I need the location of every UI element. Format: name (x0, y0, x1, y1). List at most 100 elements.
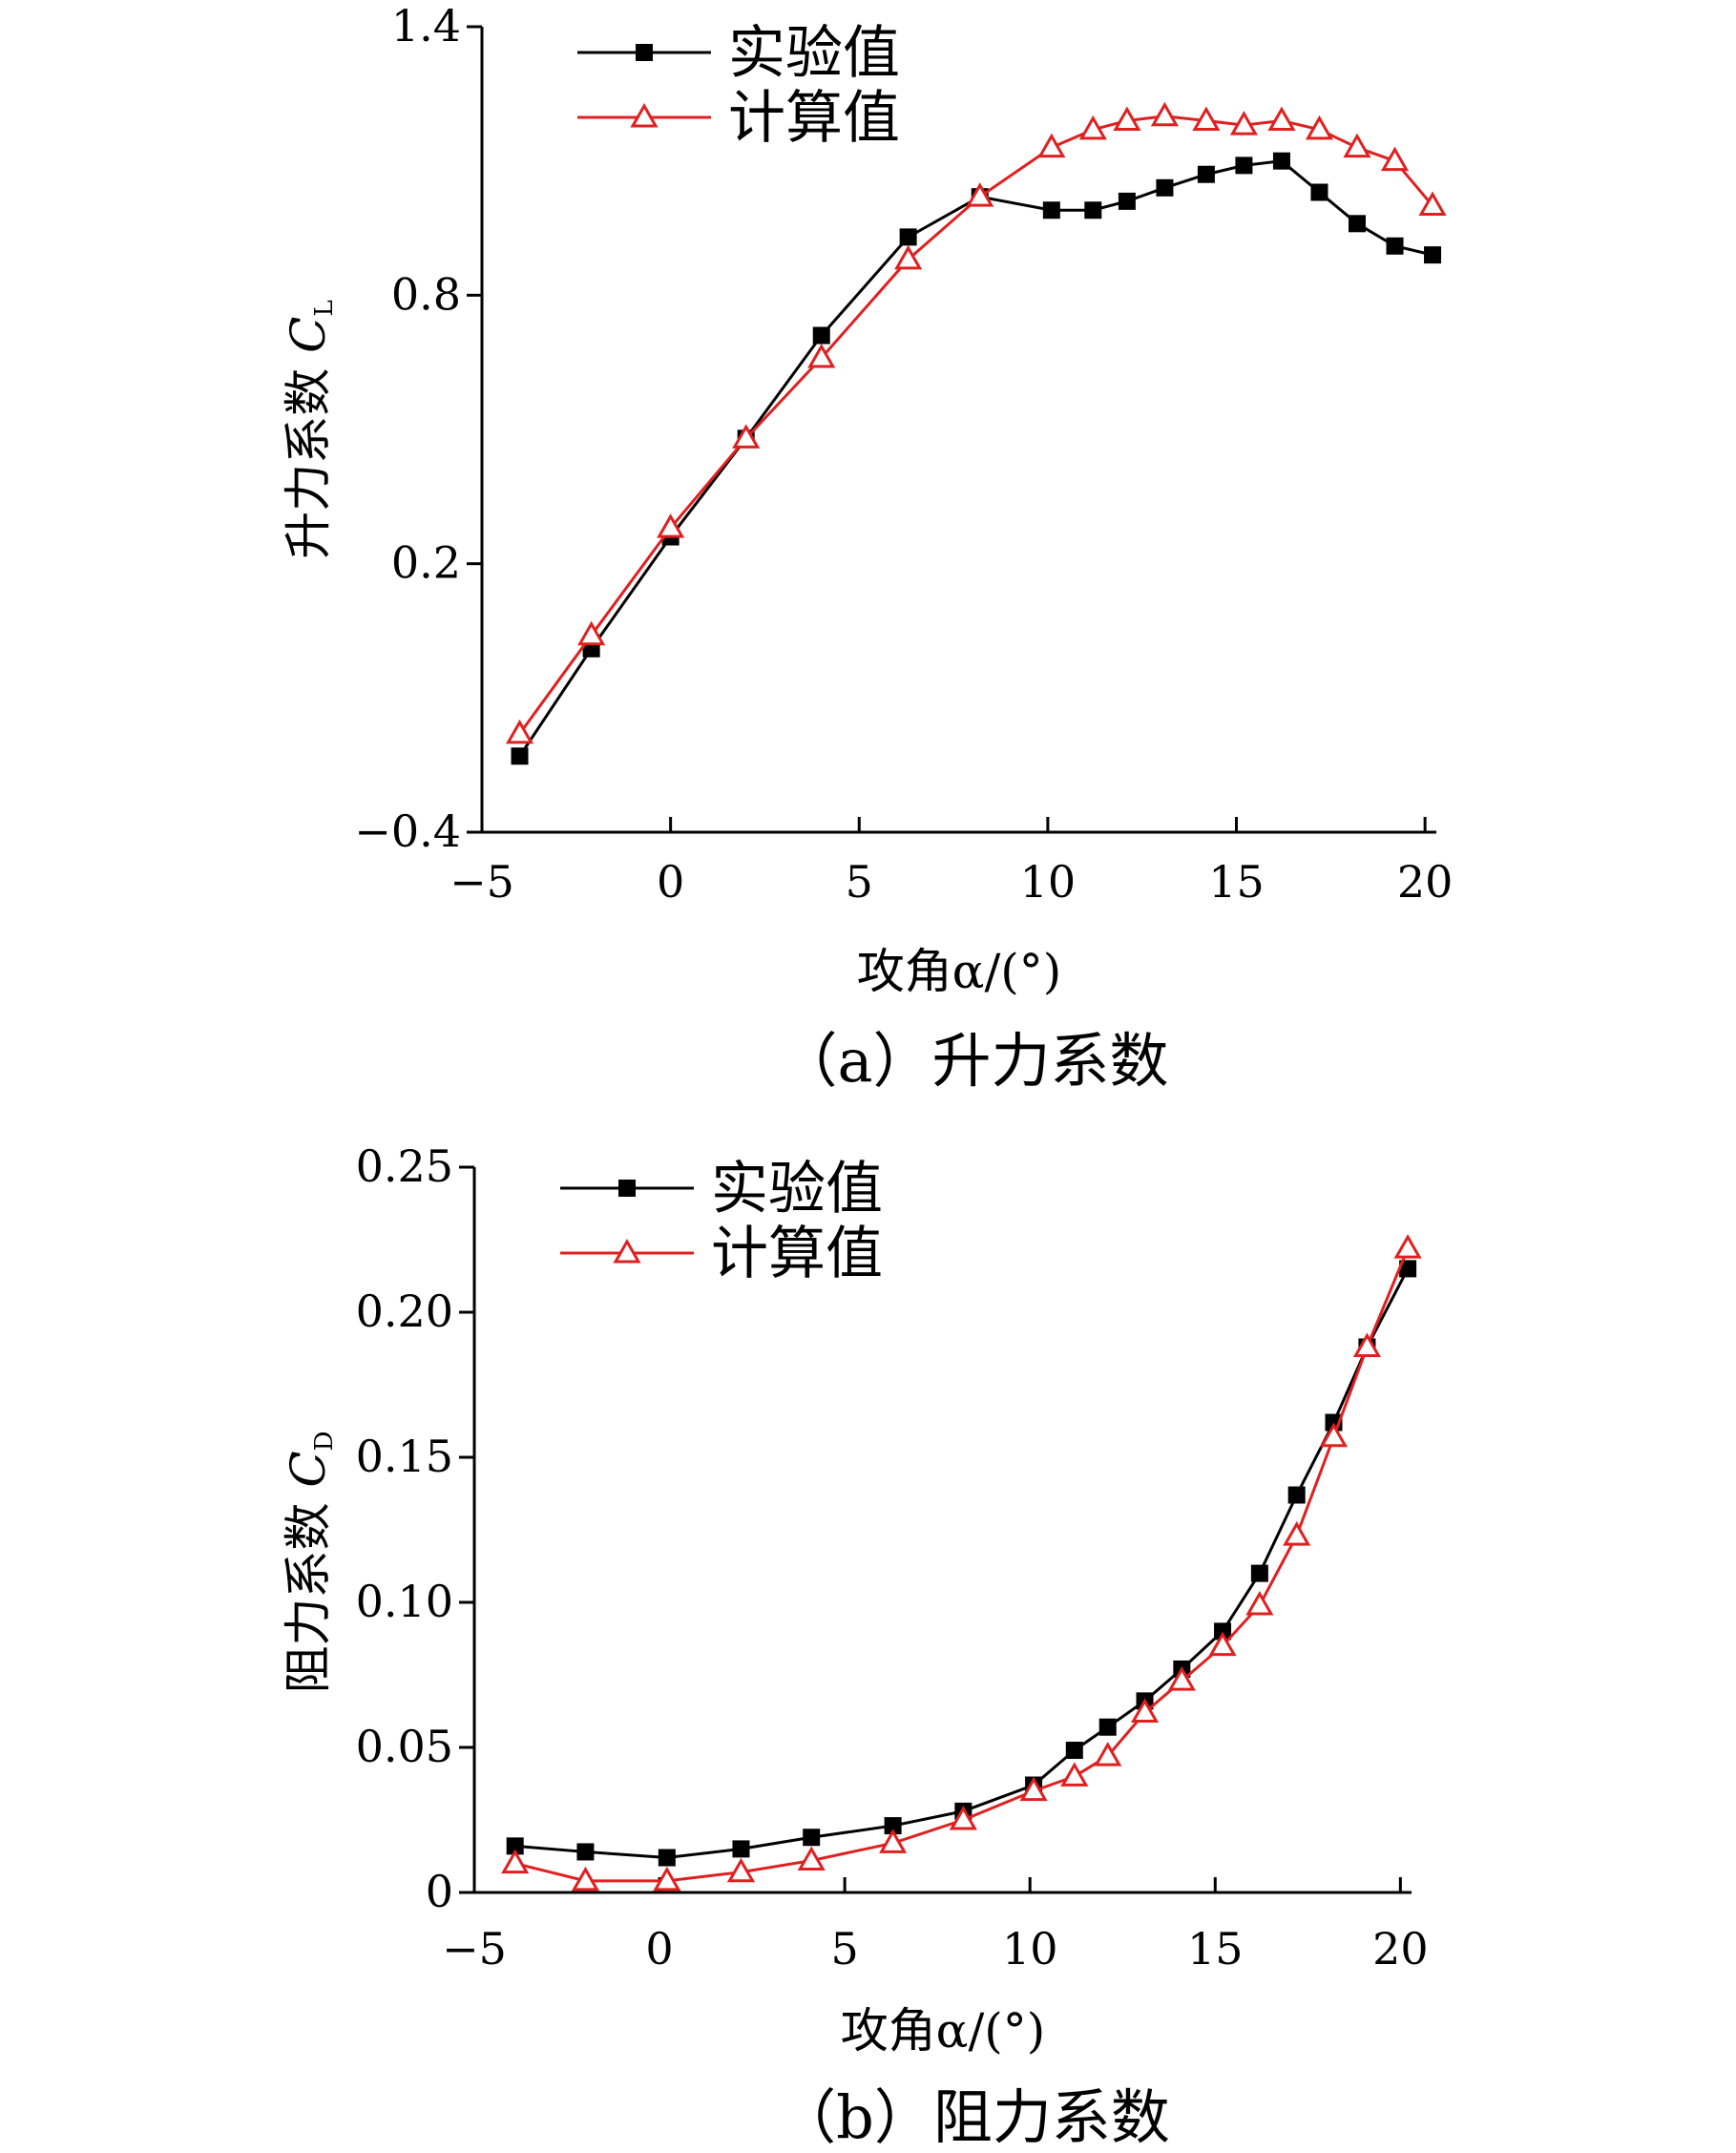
y-axis-title-text: 升力系数 (281, 353, 336, 559)
figure-caption: （a）升力系数 (779, 1026, 1169, 1096)
data-point-computed (501, 1849, 530, 1874)
data-point-experimental (1348, 215, 1366, 233)
y-axis-title-text: 阻力系数 (281, 1488, 336, 1694)
data-point-experimental (1042, 201, 1060, 219)
data-point-computed (966, 182, 994, 207)
legend-label: 实验值 (728, 20, 900, 87)
x-tick-label: 20 (1397, 856, 1454, 908)
data-point-experimental (1098, 1718, 1117, 1736)
data-point-experimental (1156, 178, 1174, 197)
x-tick-label: 15 (1208, 856, 1265, 908)
data-point-computed (1037, 133, 1066, 158)
legend-label: 实验值 (711, 1156, 883, 1223)
y-tick-label: 0.8 (391, 268, 461, 320)
data-point-experimental (1197, 165, 1215, 183)
y-axis-title-subscript: D (310, 1431, 339, 1451)
series-line-experimental (514, 1267, 1410, 1860)
data-point-experimental (1272, 152, 1290, 170)
data-point-computed (1319, 1422, 1349, 1448)
data-point-computed (1167, 1666, 1196, 1691)
x-tick-label: 10 (1020, 856, 1077, 908)
data-point-experimental (1084, 201, 1102, 219)
legend-marker-triangle (630, 102, 659, 128)
x-tick-label: 10 (1002, 1923, 1058, 1975)
data-point-experimental (1214, 1622, 1232, 1641)
data-point-computed (949, 1805, 977, 1830)
data-point-computed (1352, 1332, 1382, 1357)
y-axis-title-subscript: L (310, 300, 339, 316)
data-point-computed (1192, 106, 1221, 131)
legend-marker-triangle (613, 1238, 641, 1264)
data-point-computed (1078, 115, 1107, 140)
data-point-computed (505, 719, 534, 744)
data-point-experimental (506, 1837, 524, 1855)
x-axis-title: 攻角α/(°) (841, 2003, 1046, 2059)
data-point-experimental (899, 228, 917, 246)
data-point-computed (1393, 1234, 1422, 1259)
y-tick-label: 0.05 (356, 1721, 453, 1772)
x-axis-title: 攻角α/(°) (857, 944, 1062, 999)
data-point-computed (653, 1866, 681, 1892)
data-point-computed (1343, 133, 1371, 158)
y-axis-title: 升力系数 CL (281, 300, 339, 558)
x-tick-label: 15 (1187, 1923, 1244, 1975)
x-tick-label: −5 (450, 856, 514, 908)
data-point-computed (807, 343, 836, 368)
x-tick-label: 20 (1372, 1923, 1429, 1975)
figure-caption: （b）阻力系数 (777, 2082, 1170, 2152)
data-point-experimental (1287, 1486, 1306, 1504)
data-point-experimental (812, 326, 830, 345)
legend-label: 计算值 (728, 85, 900, 152)
series-line-computed (514, 1247, 1410, 1883)
data-point-experimental (1065, 1742, 1083, 1760)
data-point-computed (1130, 1698, 1160, 1724)
data-point-experimental (732, 1840, 750, 1858)
series-line-computed (518, 115, 1434, 735)
y-tick-label: −0.4 (354, 805, 461, 857)
data-point-computed (1267, 106, 1296, 131)
data-point-computed (879, 1829, 908, 1853)
data-point-computed (1245, 1591, 1274, 1616)
y-axis-title-symbol: C (281, 1451, 336, 1487)
data-point-experimental (1235, 157, 1253, 175)
data-point-experimental (1250, 1564, 1268, 1582)
data-point-computed (1208, 1631, 1237, 1657)
data-point-experimental (803, 1829, 821, 1847)
y-tick-label: 0.25 (356, 1140, 453, 1192)
y-axis-title-symbol: C (281, 317, 336, 353)
y-tick-label: 0.10 (356, 1576, 453, 1627)
data-point-computed (732, 424, 761, 449)
data-point-experimental (1310, 183, 1328, 201)
data-point-experimental (576, 1843, 595, 1861)
x-tick-label: 5 (831, 1923, 859, 1975)
data-point-experimental (1399, 1260, 1417, 1278)
legend-marker-square (636, 44, 653, 61)
data-point-computed (1150, 101, 1179, 127)
data-point-experimental (884, 1817, 902, 1835)
data-point-computed (657, 513, 685, 538)
data-point-computed (1113, 106, 1141, 131)
x-tick-label: 5 (846, 856, 873, 908)
data-point-computed (1094, 1742, 1122, 1766)
data-point-computed (1229, 111, 1259, 136)
data-point-computed (577, 620, 606, 646)
data-point-computed (1019, 1776, 1048, 1802)
x-tick-label: −5 (442, 1923, 507, 1975)
data-point-experimental (1118, 192, 1136, 210)
data-point-computed (1380, 146, 1410, 172)
data-point-experimental (1386, 237, 1404, 255)
data-point-computed (1283, 1521, 1311, 1546)
legend-label: 计算值 (711, 1221, 883, 1287)
x-tick-label: 0 (645, 1923, 673, 1975)
data-point-experimental (511, 747, 529, 765)
lift-coefficient-chart: −0.4 0.2 0.8 1.4 −5 0 5 10 15 20 攻角α/(°) 升力系数 CL （a）… (281, 0, 1453, 1096)
legend-marker-square (618, 1180, 636, 1197)
data-point-computed (1418, 191, 1447, 217)
x-tick-label: 0 (657, 856, 684, 908)
data-point-experimental (658, 1849, 676, 1867)
y-axis-title: 阻力系数 CD (281, 1431, 339, 1693)
y-tick-label: 1.4 (391, 0, 461, 52)
series-line-experimental (518, 159, 1433, 758)
data-point-computed (1060, 1762, 1089, 1787)
data-point-computed (1305, 115, 1334, 140)
